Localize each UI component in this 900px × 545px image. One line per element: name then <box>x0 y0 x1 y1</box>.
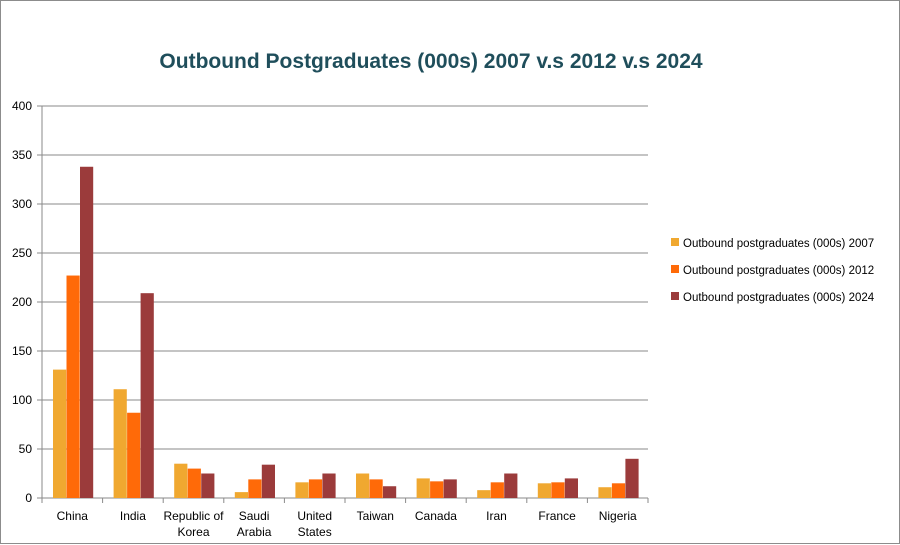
bars <box>53 166 639 498</box>
gridlines <box>42 105 648 450</box>
bar <box>308 479 323 498</box>
bar <box>611 483 626 498</box>
y-tick-label: 50 <box>19 442 33 456</box>
bar <box>53 369 67 498</box>
legend-label: Outbound postgraduates (000s) 2024 <box>683 292 875 304</box>
bar <box>504 473 518 498</box>
legend-label: Outbound postgraduates (000s) 2007 <box>683 238 874 250</box>
bar <box>234 492 248 498</box>
x-category-label: India <box>120 509 146 523</box>
bar <box>598 487 612 498</box>
bar <box>201 473 215 498</box>
bar <box>430 481 444 498</box>
bar <box>490 482 504 498</box>
x-category-label: China <box>57 509 89 523</box>
bar <box>248 479 262 498</box>
y-tick-label: 300 <box>12 197 32 211</box>
x-category-label: United States <box>297 509 332 539</box>
bar <box>564 478 578 498</box>
x-category-label: Nigeria <box>599 509 637 523</box>
y-tick-label: 150 <box>12 344 32 358</box>
bar <box>261 464 275 498</box>
x-category-label: Canada <box>415 509 457 523</box>
x-category-label: Taiwan <box>357 509 394 523</box>
bar <box>369 479 383 498</box>
y-tick-label: 100 <box>12 393 32 407</box>
bar <box>295 482 309 498</box>
bar <box>66 275 80 498</box>
bar <box>80 166 94 498</box>
bar <box>140 293 154 498</box>
bar <box>537 483 551 498</box>
bar <box>127 412 141 498</box>
chart-title: Outbound Postgraduates (000s) 2007 v.s 2… <box>159 50 702 73</box>
x-category-label: Saudi Arabia <box>237 509 272 539</box>
y-tick-label: 400 <box>12 99 32 113</box>
y-tick-label: 350 <box>12 148 32 162</box>
y-tick-label: 0 <box>25 491 32 505</box>
y-tick-label: 200 <box>12 295 32 309</box>
bar <box>187 468 201 498</box>
bar <box>625 458 639 498</box>
bar <box>322 473 336 498</box>
bar <box>174 463 188 498</box>
bar <box>477 490 491 498</box>
legend-swatch <box>671 265 679 273</box>
x-category-label: Republic of Korea <box>163 509 224 539</box>
legend-label: Outbound postgraduates (000s) 2012 <box>683 265 874 277</box>
legend: Outbound postgraduates (000s) 2007 Outbou… <box>671 238 875 304</box>
bar <box>416 478 430 498</box>
category-labels: China India Republic of Korea Saudi Arabia Uni… <box>57 509 637 539</box>
x-category-label: Iran <box>486 509 507 523</box>
legend-swatch <box>671 238 679 246</box>
bar <box>356 473 370 498</box>
bar <box>551 482 565 498</box>
x-category-label: France <box>538 509 576 523</box>
y-tick-label: 250 <box>12 246 32 260</box>
bar <box>443 479 457 498</box>
bar <box>113 389 127 498</box>
legend-swatch <box>671 292 679 300</box>
bar <box>383 486 397 498</box>
